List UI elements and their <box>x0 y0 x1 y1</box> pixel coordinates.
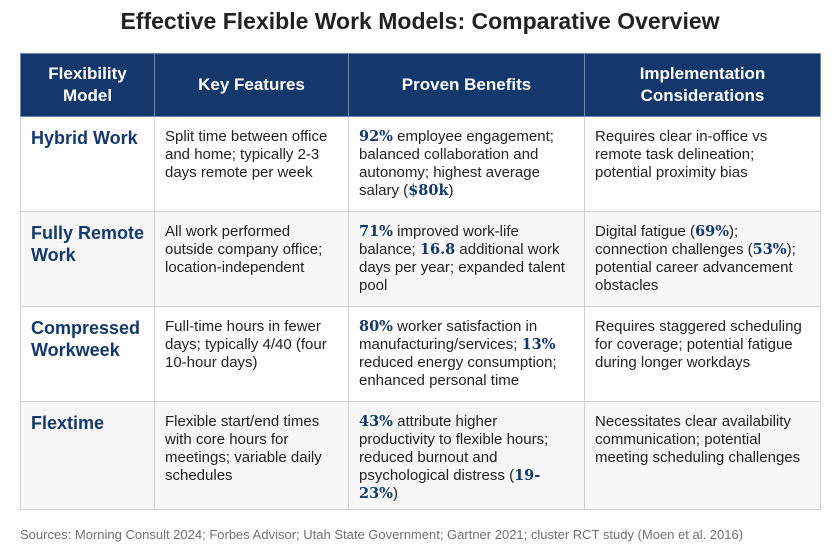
features-cell: All work performed outside company offic… <box>154 211 349 307</box>
stat-highlight: 19-23% <box>359 467 541 502</box>
model-cell: Hybrid Work <box>20 116 155 212</box>
cell-text: ) <box>448 182 454 199</box>
cell-text: Necessitates clear availability communic… <box>595 413 801 466</box>
stat-highlight: 71% <box>359 223 393 240</box>
header-key-features: Key Features <box>154 53 349 117</box>
features-cell: Full-time hours in fewer days; typically… <box>154 306 349 402</box>
stat-highlight: 80% <box>359 318 393 335</box>
cell-text: Flexible start/end times with core hours… <box>165 413 322 484</box>
header-implementation-considerations: Implementation Considerations <box>584 53 821 117</box>
sources-footnote: Sources: Morning Consult 2024; Forbes Ad… <box>20 527 744 542</box>
cell-text: employee engagement; balanced collaborat… <box>359 128 554 199</box>
model-cell: Compressed Workweek <box>20 306 155 402</box>
cell-text: improved work-life balance; <box>359 223 519 258</box>
stat-highlight: 43% <box>359 413 393 430</box>
benefits-cell: 71% improved work-life balance; 16.8 add… <box>348 211 585 307</box>
page-title: Effective Flexible Work Models: Comparat… <box>120 8 720 34</box>
table-row: Fully Remote Work All work performed out… <box>20 211 821 307</box>
cell-text: ); potential career advancement obstacle… <box>595 241 796 294</box>
table-row: Compressed Workweek Full-time hours in f… <box>20 306 821 402</box>
stat-highlight: 16.8 <box>419 241 456 258</box>
model-cell: Fully Remote Work <box>20 211 155 307</box>
considerations-cell: Requires staggered scheduling for covera… <box>584 306 821 402</box>
stat-highlight: $80k <box>408 182 449 199</box>
table-row: Hybrid Work Split time between office an… <box>20 116 821 212</box>
cell-text: attribute higher productivity to flexibl… <box>359 413 549 484</box>
cell-text: ); connection challenges ( <box>595 223 753 258</box>
cell-text: additional work days per year; expanded … <box>359 241 565 294</box>
comparison-table: Flexibility Model Key Features Proven Be… <box>20 53 821 510</box>
benefits-cell: 92% employee engagement; balanced collab… <box>348 116 585 212</box>
benefits-cell: 43% attribute higher productivity to fle… <box>348 401 585 510</box>
considerations-cell: Necessitates clear availability communic… <box>584 401 821 510</box>
benefits-cell: 80% worker satisfaction in manufacturing… <box>348 306 585 402</box>
stat-highlight: 92% <box>359 128 393 145</box>
cell-text: ) <box>392 485 398 502</box>
header-proven-benefits: Proven Benefits <box>348 53 585 117</box>
cell-text: Split time between office and home; typi… <box>165 128 328 181</box>
stat-highlight: 69% <box>695 223 730 240</box>
header-row: Flexibility Model Key Features Proven Be… <box>20 53 821 117</box>
header-flexibility-model: Flexibility Model <box>20 53 155 117</box>
cell-text: Full-time hours in fewer days; typically… <box>165 318 327 371</box>
cell-text: worker satisfaction in manufacturing/ser… <box>359 318 538 353</box>
model-cell: Flextime <box>20 401 155 510</box>
considerations-cell: Digital fatigue (69%); connection challe… <box>584 211 821 307</box>
table-row: Flextime Flexible start/end times with c… <box>20 401 821 510</box>
stat-highlight: 53% <box>752 241 787 258</box>
features-cell: Split time between office and home; typi… <box>154 116 349 212</box>
cell-text: reduced energy consumption; enhanced per… <box>359 354 557 389</box>
cell-text: Requires staggered scheduling for covera… <box>595 318 802 371</box>
cell-text: Requires clear in-office vs remote task … <box>595 128 768 181</box>
stat-highlight: 13% <box>521 336 556 353</box>
considerations-cell: Requires clear in-office vs remote task … <box>584 116 821 212</box>
cell-text: All work performed outside company offic… <box>165 223 323 276</box>
cell-text: Digital fatigue ( <box>595 223 696 240</box>
features-cell: Flexible start/end times with core hours… <box>154 401 349 510</box>
